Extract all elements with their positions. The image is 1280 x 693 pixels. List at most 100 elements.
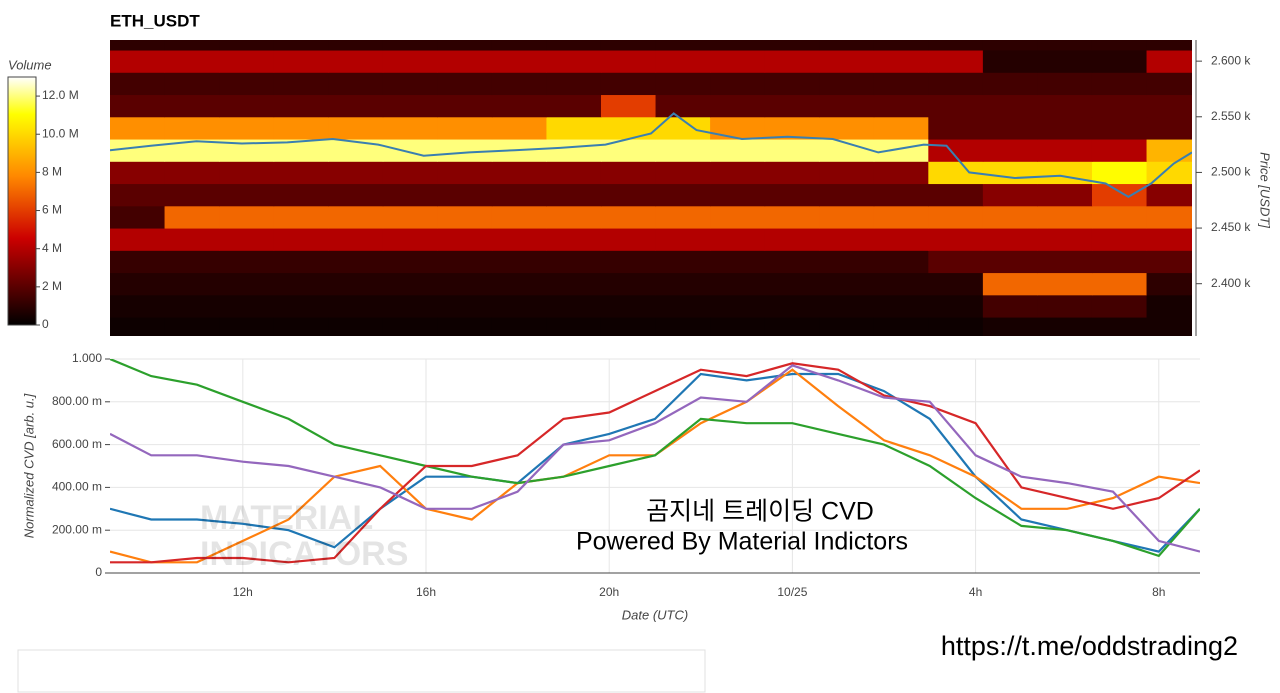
x-tick-label: 12h <box>233 585 253 599</box>
heatmap-cell <box>491 183 547 207</box>
heatmap-cell <box>1091 139 1148 162</box>
series-line <box>110 372 1200 553</box>
heatmap-cell <box>928 228 984 251</box>
annotation: Powered By Material Indictors <box>576 528 908 556</box>
heatmap-cell <box>873 205 929 229</box>
heatmap-cell <box>546 116 602 140</box>
heatmap-cell <box>382 139 438 162</box>
chart-layer: 2.400 k 2.450 k 2.500 k 2.550 k 2.600 k 0 2 M 4… <box>7 40 1251 679</box>
y-tick-label: 0 <box>95 565 102 579</box>
heatmap-cell <box>819 94 875 118</box>
heatmap-cell <box>273 317 329 336</box>
heatmap-cell <box>110 116 166 140</box>
heatmap-cell <box>819 116 875 140</box>
heatmap-cell <box>819 272 875 296</box>
heatmap-cell <box>873 250 929 274</box>
heatmap-cell <box>982 228 1038 251</box>
heatmap-cell <box>655 94 711 118</box>
heatmap-cell <box>764 139 820 162</box>
heatmap-cell <box>328 161 384 185</box>
heatmap-cell <box>437 272 493 296</box>
heatmap-cell <box>928 250 984 274</box>
heatmap-cell <box>764 228 820 251</box>
heatmap-cell <box>1037 272 1093 296</box>
heatmap-cell <box>382 40 438 51</box>
heatmap-cell <box>928 272 984 296</box>
heatmap-cell <box>491 205 547 229</box>
heatmap-cell <box>219 205 275 229</box>
heatmap-cell <box>1146 40 1192 51</box>
heatmap-cell <box>1037 317 1093 336</box>
heatmap-cell <box>164 183 220 207</box>
heatmap-cell <box>328 116 384 140</box>
heatmap-cell <box>710 205 766 229</box>
heatmap-cell <box>1037 183 1093 207</box>
heatmap-cell <box>219 228 275 251</box>
x-tick-label: 10/25 <box>777 585 807 599</box>
heatmap-cell <box>928 72 984 96</box>
annotation: 곰지네 트레이딩 CVD <box>646 498 874 526</box>
heatmap-cell <box>1091 317 1148 336</box>
heatmap-cell <box>764 50 820 73</box>
series-line <box>110 364 1200 553</box>
colorbar <box>7 76 37 326</box>
heatmap-cell <box>328 40 384 51</box>
heatmap <box>110 40 1192 336</box>
heatmap-cell <box>764 294 820 318</box>
y-tick-label: 200.00 m <box>52 522 102 536</box>
heatmap-cell <box>1091 50 1148 73</box>
heatmap-cell <box>1146 72 1192 96</box>
heatmap-cell <box>600 183 657 207</box>
heatmap-cell <box>982 317 1038 336</box>
heatmap-cell <box>600 116 657 140</box>
heatmap-cell <box>710 250 766 274</box>
heatmap-cell <box>764 183 820 207</box>
heatmap-cell <box>710 40 766 51</box>
heatmap-cell <box>273 250 329 274</box>
heatmap-cell <box>437 250 493 274</box>
heatmap-cell <box>273 294 329 318</box>
heatmap-cell <box>437 72 493 96</box>
heatmap-cell <box>1091 250 1148 274</box>
heatmap-cell <box>164 50 220 73</box>
y-tick-label: 2.400 k <box>1211 276 1251 290</box>
heatmap-cell <box>982 183 1038 207</box>
heatmap-cell <box>382 205 438 229</box>
series-line <box>110 359 1200 558</box>
heatmap-cell <box>110 317 166 336</box>
y-axis-title: Normalized CVD [arb. u.] <box>21 393 36 538</box>
heatmap-cell <box>710 50 766 73</box>
heatmap-cell <box>655 228 711 251</box>
heatmap-cell <box>655 161 711 185</box>
watermark: MATERIAL <box>200 499 373 537</box>
heatmap-cell <box>328 317 384 336</box>
heatmap-cell <box>600 272 657 296</box>
heatmap-cell <box>164 161 220 185</box>
heatmap-cell <box>655 250 711 274</box>
heatmap-cell <box>382 72 438 96</box>
heatmap-cell <box>491 294 547 318</box>
heatmap-cell <box>928 294 984 318</box>
heatmap-cell <box>546 250 602 274</box>
heatmap-cell <box>819 50 875 73</box>
heatmap-cell <box>819 40 875 51</box>
heatmap-cell <box>710 294 766 318</box>
heatmap-cell <box>437 139 493 162</box>
heatmap-cell <box>164 116 220 140</box>
heatmap-cell <box>982 139 1038 162</box>
heatmap-cell <box>110 139 166 162</box>
heatmap-cell <box>764 40 820 51</box>
heatmap-cell <box>710 228 766 251</box>
heatmap-cell <box>110 228 166 251</box>
heatmap-cell <box>110 72 166 96</box>
heatmap-cell <box>110 250 166 274</box>
heatmap-cell <box>437 50 493 73</box>
heatmap-cell <box>1037 205 1093 229</box>
heatmap-cell <box>1091 272 1148 296</box>
heatmap-cell <box>437 40 493 51</box>
heatmap-cell <box>219 250 275 274</box>
heatmap-cell <box>219 272 275 296</box>
heatmap-cell <box>873 94 929 118</box>
heatmap-cell <box>982 205 1038 229</box>
